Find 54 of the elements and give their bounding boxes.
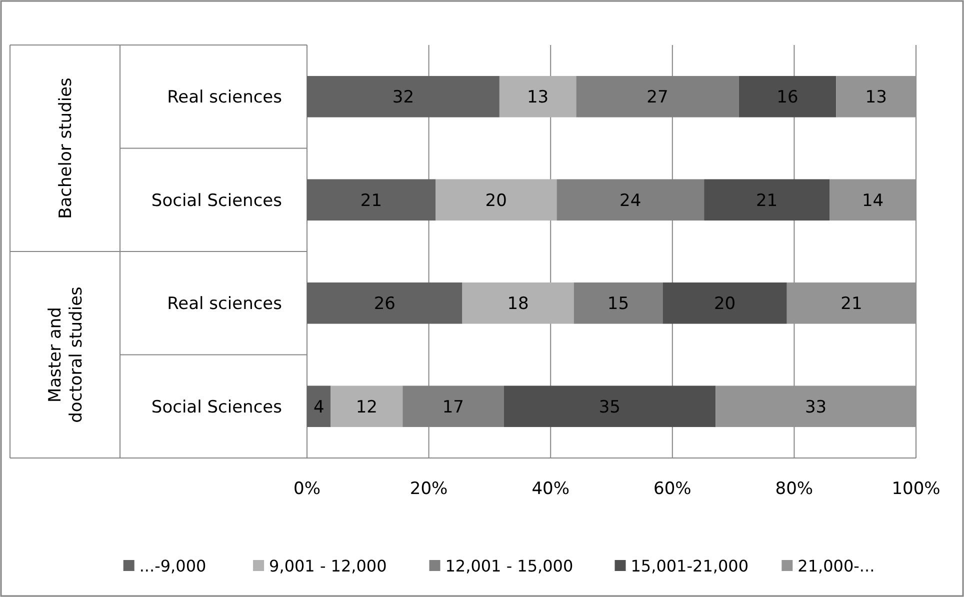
data-label: 21 <box>840 294 862 314</box>
bar <box>307 386 331 428</box>
data-label: 14 <box>862 190 884 211</box>
data-label: 21 <box>756 190 778 211</box>
bar <box>307 282 462 324</box>
data-label: 32 <box>392 88 414 108</box>
data-label: 18 <box>507 294 529 314</box>
data-label: 24 <box>620 190 642 211</box>
bar <box>499 76 576 118</box>
data-label: 33 <box>805 397 827 418</box>
x-tick-label: 0% <box>294 479 320 499</box>
bar <box>462 282 574 324</box>
data-label: 15 <box>607 294 630 314</box>
data-label: 20 <box>485 190 507 211</box>
bar <box>738 76 836 118</box>
data-label: 35 <box>598 397 620 418</box>
bar <box>574 282 663 324</box>
data-label: 21 <box>360 190 382 211</box>
legend-label: 12,001 - 15,000 <box>445 556 574 576</box>
text: Master and doctoral studies <box>45 286 86 423</box>
bar <box>504 386 716 428</box>
legend-label: ...-9,000 <box>139 556 206 576</box>
data-label: 16 <box>776 88 798 108</box>
x-tick-label: 80% <box>775 479 814 499</box>
data-label: 13 <box>865 88 887 108</box>
x-tick-label: 100% <box>892 479 940 499</box>
y-tick-label: Real sciences <box>167 294 282 314</box>
data-label: 13 <box>526 88 549 108</box>
bar <box>436 179 557 221</box>
bar <box>830 179 916 221</box>
x-tick-label: 60% <box>654 479 692 499</box>
x-tick-label: 20% <box>410 479 448 499</box>
legend-label: 21,000-... <box>798 556 875 576</box>
bar <box>307 76 500 118</box>
legend-label: 9,001 - 12,000 <box>269 556 387 576</box>
bar <box>330 386 403 428</box>
bar <box>716 386 916 428</box>
data-label: 17 <box>442 397 464 418</box>
data-label: 12 <box>356 397 378 418</box>
y-tick-label: Real sciences <box>167 88 282 108</box>
x-tick-label: 40% <box>532 479 570 499</box>
bar <box>836 76 916 118</box>
y-tick-label: Social Sciences <box>151 190 282 211</box>
bar <box>662 282 787 324</box>
bar <box>307 179 436 221</box>
bar <box>704 179 830 221</box>
data-label: 26 <box>374 294 396 314</box>
data-label: 27 <box>646 88 668 108</box>
y-tick-label: Social Sciences <box>151 397 282 418</box>
data-label: 20 <box>714 294 736 314</box>
text: Bachelor studies <box>56 77 76 219</box>
bar <box>786 282 916 324</box>
legend-label: 15,001-21,000 <box>630 556 748 576</box>
data-label: 4 <box>313 397 324 418</box>
